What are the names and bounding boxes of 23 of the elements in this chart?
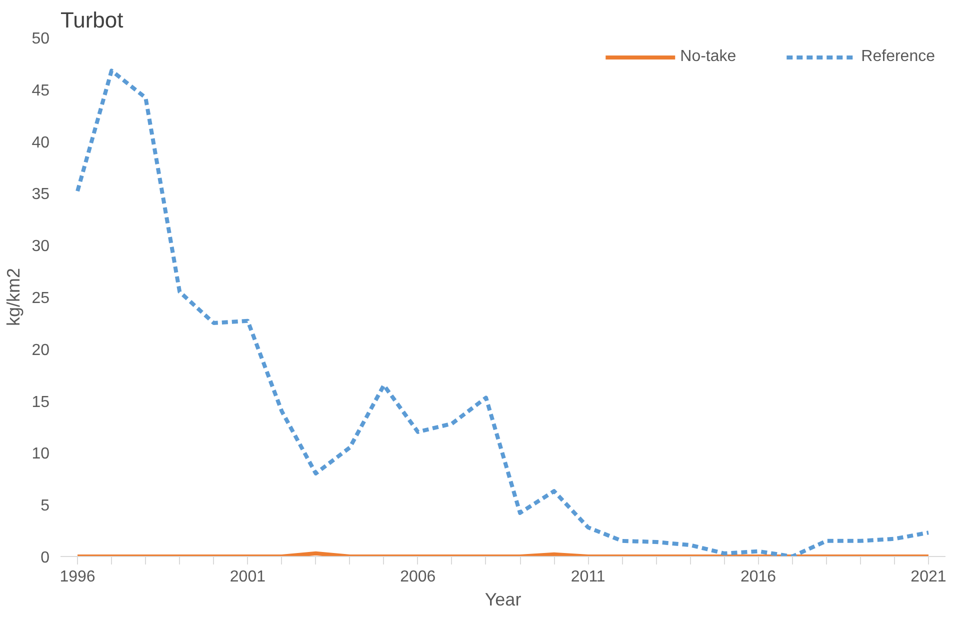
chart-title: Turbot [60, 8, 124, 32]
y-tick-label: 0 [40, 550, 50, 566]
y-tick-label: 40 [32, 134, 50, 152]
line-series [76, 68, 930, 556]
y-tick-label: 50 [32, 30, 50, 48]
y-tick-label: 35 [32, 186, 50, 204]
y-tick-label: 10 [32, 446, 50, 463]
x-tick-label: 2021 [910, 568, 946, 586]
y-tick-label: 45 [32, 82, 50, 100]
x-tick-label: 2001 [230, 568, 266, 586]
y-tick-label: 15 [32, 394, 50, 411]
x-tick-label: 2006 [400, 568, 436, 586]
x-tick-label: 2016 [740, 568, 776, 586]
x-tick-label: 2011 [570, 568, 606, 586]
x-axis-title: Year [484, 590, 522, 610]
y-tick-label: 5 [40, 498, 50, 515]
y-axis-title: kg/km2 [4, 268, 24, 326]
x-tick-label: 1996 [60, 568, 96, 586]
legend-label: Reference [861, 48, 935, 66]
legend-label: No-take [680, 48, 736, 66]
y-tick-label: 20 [32, 342, 50, 359]
y-tick-label: 25 [32, 290, 50, 307]
y-tick-label: 30 [32, 238, 50, 256]
